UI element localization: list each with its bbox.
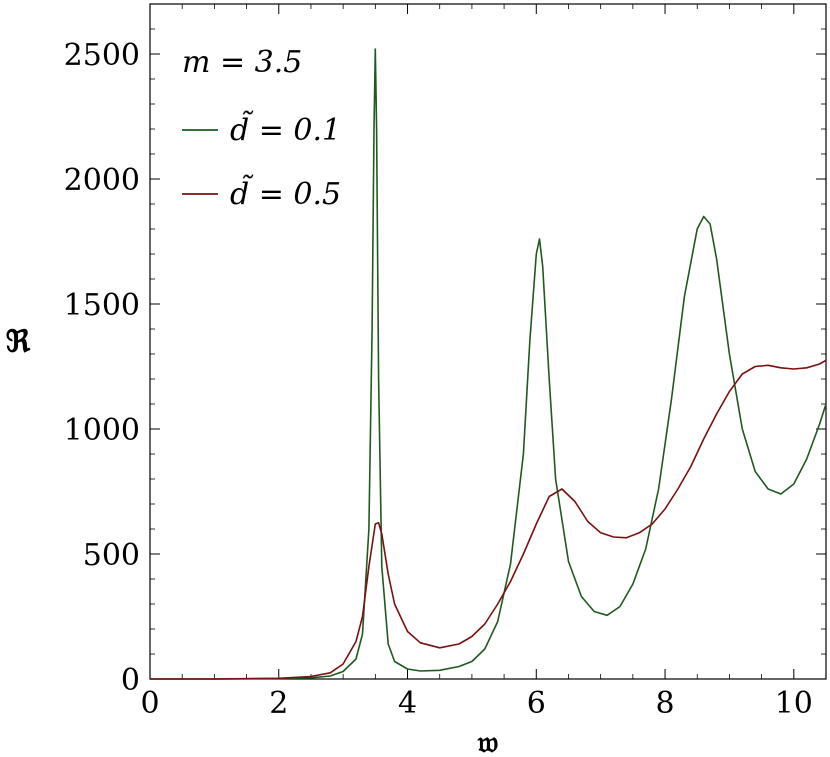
x-tick-label-0: 0 (140, 686, 159, 721)
x-tick-label-8: 8 (656, 686, 675, 721)
ticks-layer: 0 2 4 6 8 10 0 500 1000 1500 2000 2500 (64, 4, 826, 721)
legend-label-1: d̃ = 0.5 (230, 174, 341, 212)
series-line-1 (150, 359, 827, 680)
y-tick-label-2500: 2500 (64, 38, 140, 73)
y-tick-label-0: 0 (121, 663, 140, 698)
legend: m = 3.5 d̃ = 0.1 d̃ = 0.5 (182, 45, 341, 212)
x-tick-label-2: 2 (269, 686, 288, 721)
legend-title: m = 3.5 (182, 45, 302, 80)
series-line-0 (150, 48, 827, 680)
y-tick-label-2000: 2000 (64, 163, 140, 198)
x-tick-label-4: 4 (398, 686, 417, 721)
legend-label-0: d̃ = 0.1 (230, 110, 341, 148)
y-tick-label-1000: 1000 (64, 413, 140, 448)
series-layer (150, 48, 827, 680)
plot-frame (149, 3, 827, 680)
y-tick-label-500: 500 (83, 538, 140, 573)
x-tick-label-6: 6 (527, 686, 546, 721)
y-axis-label: ℜ (6, 325, 31, 360)
x-tick-label-10: 10 (775, 686, 813, 721)
y-tick-label-1500: 1500 (64, 288, 140, 323)
x-axis-label: 𝔴 (477, 725, 499, 757)
